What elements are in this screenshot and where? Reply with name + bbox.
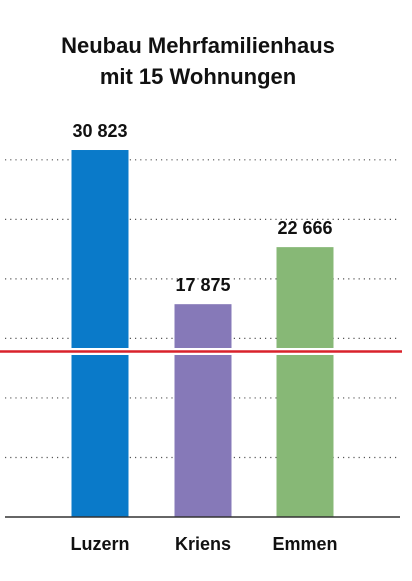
chart-title: mit 15 Wohnungen [100, 64, 296, 89]
x-tick-label: Luzern [70, 534, 129, 554]
bar [71, 150, 129, 517]
value-label: 22 666 [277, 218, 332, 238]
value-label: 30 823 [72, 121, 127, 141]
chart-title: Neubau Mehrfamilienhaus [61, 33, 335, 58]
bar [276, 247, 334, 517]
x-tick-label: Emmen [272, 534, 337, 554]
value-label: 17 875 [175, 275, 230, 295]
bar [174, 304, 232, 517]
x-tick-label: Kriens [175, 534, 231, 554]
